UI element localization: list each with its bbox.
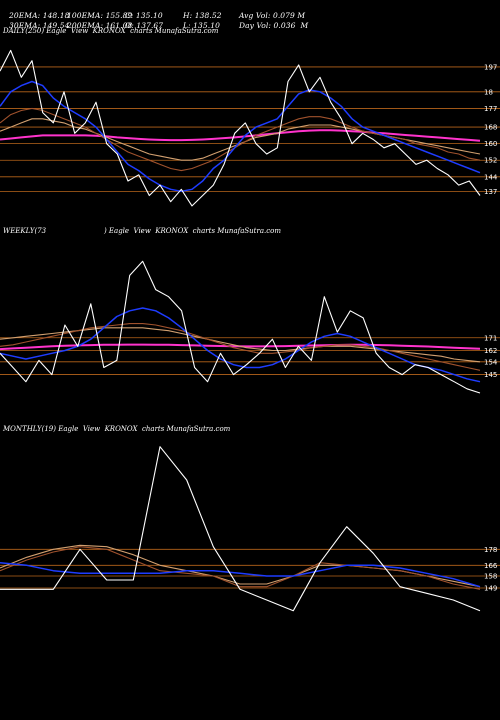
weekly-tick-label-1: 162 [484,347,497,355]
monthly-tick-label-3: 149 [484,585,497,593]
daily-tick-label-4: 160 [484,140,497,148]
weekly-ema-brown-line [0,323,481,371]
daily-panel-title: DAILY(250) Eagle View KRONOX charts Muna… [3,27,219,35]
day-vol-label: Day Vol: 0.036 M [238,21,309,30]
monthly-panel-title: MONTHLY(19) Eagle View KRONOX charts Mun… [3,425,231,433]
daily-tick-label-6: 144 [484,173,498,181]
monthly-ema-fast-line [0,561,481,588]
header-row-1: 20EMA: 148.18100EMA: 155.89C: 135.10 H: 1… [4,2,305,20]
low-label: L: 135.10 [182,21,221,30]
monthly-price-line [0,446,481,612]
daily-ema-fast-line [0,80,481,193]
high-label: H: 138.52 [182,11,222,20]
close-label: C: 135.10 [124,11,163,20]
weekly-tick-label-2: 154 [484,358,498,366]
daily-ema-brown-line [0,107,481,172]
header-row-2: 30EMA: 149.54200EMA: 161.08O: 137.67 L: 1… [4,12,308,30]
daily-tick-label-5: 152 [484,157,497,165]
ema200-label: 200EMA: 161.08 [66,21,133,30]
monthly-ema-tan-line [0,544,481,588]
monthly-tick-label-1: 166 [484,562,498,570]
weekly-ema-fast-line [0,307,481,383]
avg-vol-label: Avg Vol: 0.079 M [238,11,306,20]
weekly-tick-label-0: 171 [484,334,497,342]
ema100-label: 100EMA: 155.89 [66,11,133,20]
daily-tick-label-2: 177 [484,105,497,113]
weekly-price-line [0,260,481,394]
daily-tick-label-1: 18 [484,88,493,96]
daily-tick-label-0: 197 [484,63,497,71]
monthly-tick-label-2: 158 [484,573,497,581]
daily-price-line [0,49,481,207]
weekly-tick-label-3: 145 [484,371,497,379]
monthly-ema-brown-line [0,546,481,590]
weekly-panel-title: WEEKLY(73 ) Eagle View KRONOX charts Mun… [3,227,282,235]
open-label: O: 137.67 [124,21,164,30]
ema20-label: 20EMA: 148.18 [8,11,70,20]
daily-ema-slow-line [0,129,481,142]
monthly-tick-label-0: 178 [484,546,497,554]
ema30-label: 30EMA: 149.54 [8,21,70,30]
daily-tick-label-7: 137 [484,188,497,196]
daily-tick-label-3: 168 [484,124,497,132]
